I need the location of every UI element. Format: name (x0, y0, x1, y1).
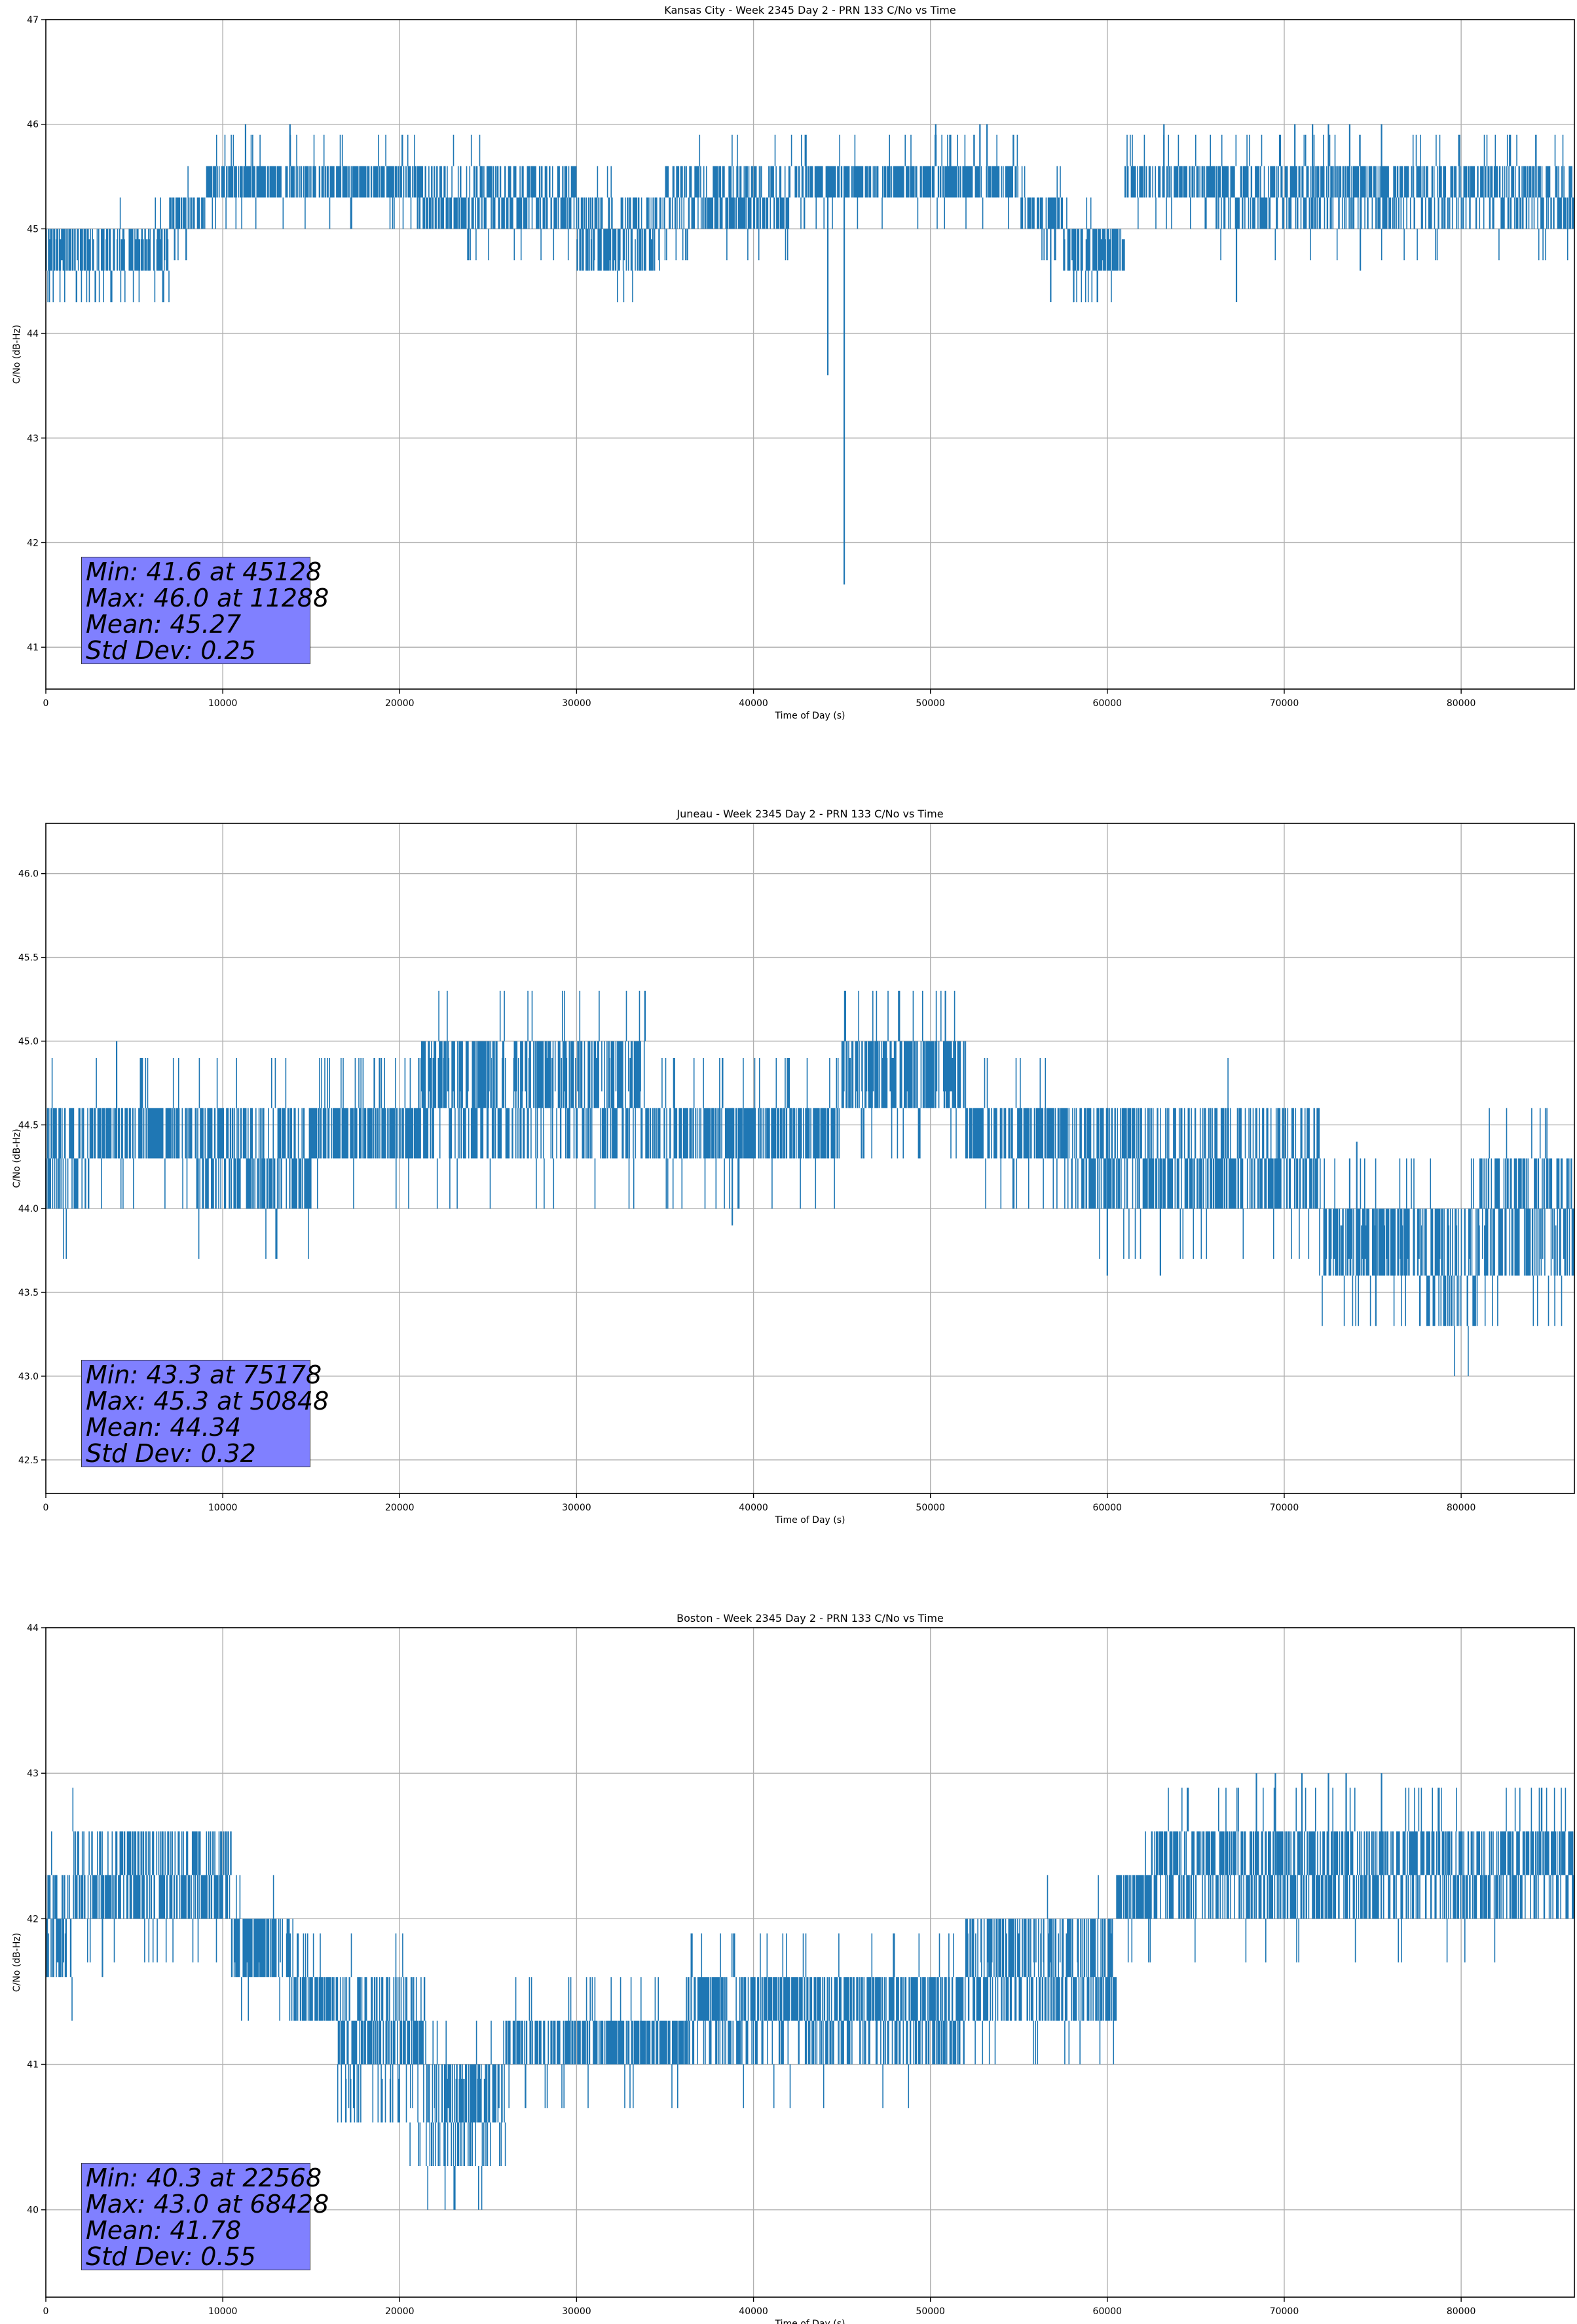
y-tick-label: 45.5 (18, 953, 39, 964)
y-tick-label: 47 (27, 15, 39, 26)
x-tick-label: 40000 (739, 1503, 768, 1513)
stats-max: Max: 43.0 at 68428 (86, 2190, 329, 2219)
x-tick-label: 10000 (208, 698, 238, 709)
y-tick-label: 43 (27, 434, 39, 444)
x-tick-label: 0 (43, 698, 49, 709)
y-tick-label: 45.0 (18, 1036, 39, 1047)
x-axis-label: Time of Day (s) (775, 2319, 845, 2324)
y-axis-label: C/No (dB-Hz) (12, 1129, 22, 1188)
x-tick-label: 60000 (1093, 1503, 1122, 1513)
y-tick-label: 44 (27, 1623, 39, 1634)
stats-min: Min: 41.6 at 45128 (86, 557, 322, 586)
stats-max: Max: 45.3 at 50848 (86, 1387, 329, 1415)
y-tick-label: 40 (27, 2205, 39, 2216)
stats-mean: Mean: 41.78 (86, 2216, 242, 2245)
y-tick-label: 42 (27, 538, 39, 548)
x-tick-label: 10000 (208, 2306, 238, 2317)
x-tick-label: 20000 (385, 2306, 415, 2317)
stats-min: Min: 40.3 at 22568 (86, 2164, 322, 2192)
y-tick-label: 41 (27, 2060, 39, 2071)
x-tick-label: 60000 (1093, 698, 1122, 709)
x-tick-label: 0 (43, 1503, 49, 1513)
y-tick-label: 45 (27, 224, 39, 234)
x-tick-label: 20000 (385, 698, 415, 709)
y-axis-label: C/No (dB-Hz) (12, 325, 22, 384)
stats-mean: Mean: 44.34 (86, 1413, 242, 1442)
y-tick-label: 43.5 (18, 1288, 39, 1298)
x-tick-label: 10000 (208, 1503, 238, 1513)
chart-title: Kansas City - Week 2345 Day 2 - PRN 133 … (664, 4, 955, 16)
y-tick-label: 42.5 (18, 1455, 39, 1466)
x-tick-label: 30000 (562, 698, 591, 709)
x-tick-label: 30000 (562, 2306, 591, 2317)
cno-series-line (45, 134, 1574, 303)
x-tick-label: 50000 (916, 698, 945, 709)
stats-box-boston: Min: 40.3 at 22568 Max: 43.0 at 68428 Me… (81, 2163, 329, 2271)
stats-std-dev: Std Dev: 0.55 (86, 2242, 256, 2271)
axes-frame (45, 19, 1575, 690)
y-tick-label: 46 (27, 120, 39, 130)
x-tick-label: 80000 (1447, 1503, 1476, 1513)
x-tick-label: 70000 (1270, 1503, 1299, 1513)
stats-box-juneau: Min: 43.3 at 75178 Max: 45.3 at 50848 Me… (81, 1360, 329, 1468)
y-tick-label: 43 (27, 1769, 39, 1779)
x-tick-label: 70000 (1270, 2306, 1299, 2317)
stats-max: Max: 46.0 at 11288 (86, 584, 329, 612)
y-tick-label: 42 (27, 1914, 39, 1924)
axes-frame (45, 823, 1575, 1494)
x-axis-label: Time of Day (s) (775, 1515, 845, 1526)
chart-title: Boston - Week 2345 Day 2 - PRN 133 C/No … (677, 1612, 944, 1624)
y-tick-label: 46.0 (18, 869, 39, 880)
x-tick-label: 20000 (385, 1503, 415, 1513)
x-tick-label: 40000 (739, 698, 768, 709)
stats-mean: Mean: 45.27 (86, 610, 242, 639)
cno-series-line (45, 1788, 1574, 2210)
y-tick-label: 44.0 (18, 1204, 39, 1214)
y-tick-label: 44 (27, 329, 39, 339)
x-tick-label: 70000 (1270, 698, 1299, 709)
stats-std-dev: Std Dev: 0.25 (86, 636, 256, 665)
y-tick-label: 44.5 (18, 1120, 39, 1131)
y-tick-label: 41 (27, 643, 39, 653)
x-tick-label: 50000 (916, 1503, 945, 1513)
y-axis-label: C/No (dB-Hz) (12, 1933, 22, 1992)
stats-min: Min: 43.3 at 75178 (86, 1360, 322, 1389)
x-tick-label: 50000 (916, 2306, 945, 2317)
x-tick-label: 80000 (1447, 2306, 1476, 2317)
x-tick-label: 30000 (562, 1503, 591, 1513)
y-tick-label: 43.0 (18, 1372, 39, 1382)
x-tick-label: 0 (43, 2306, 49, 2317)
x-tick-label: 60000 (1093, 2306, 1122, 2317)
stats-std-dev: Std Dev: 0.32 (86, 1439, 256, 1468)
axes-frame (45, 1627, 1575, 2298)
x-tick-label: 40000 (739, 2306, 768, 2317)
chart-panel-kansas-city: 0 10000 20000 30000 40000 50000 60000 70000 8000… (12, 4, 1575, 721)
stats-box-kansas-city: Min: 41.6 at 45128 Max: 46.0 at 11288 Me… (81, 557, 329, 665)
cno-series-line (45, 990, 1575, 1376)
x-tick-label: 80000 (1447, 698, 1476, 709)
chart-title: Juneau - Week 2345 Day 2 - PRN 133 C/No … (676, 808, 943, 820)
x-axis-label: Time of Day (s) (775, 711, 845, 721)
